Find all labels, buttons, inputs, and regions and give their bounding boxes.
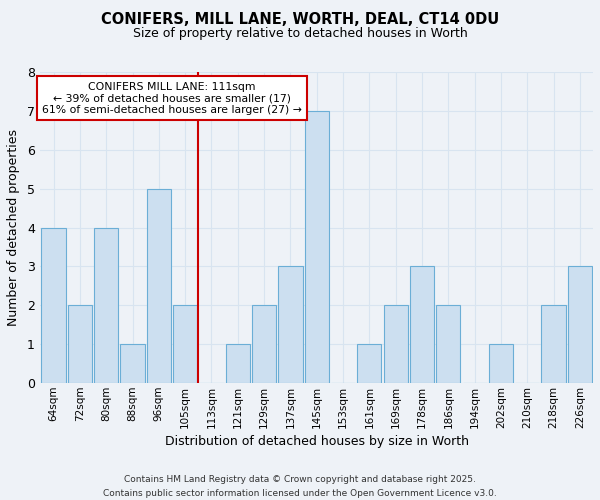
Y-axis label: Number of detached properties: Number of detached properties — [7, 129, 20, 326]
Bar — [94, 228, 118, 383]
Text: CONIFERS MILL LANE: 111sqm
← 39% of detached houses are smaller (17)
61% of semi: CONIFERS MILL LANE: 111sqm ← 39% of deta… — [42, 82, 302, 115]
Bar — [226, 344, 250, 383]
Bar — [68, 306, 92, 383]
Bar — [568, 266, 592, 383]
Bar — [147, 188, 171, 383]
Text: CONIFERS, MILL LANE, WORTH, DEAL, CT14 0DU: CONIFERS, MILL LANE, WORTH, DEAL, CT14 0… — [101, 12, 499, 28]
Bar — [436, 306, 460, 383]
Bar — [305, 111, 329, 383]
Bar — [357, 344, 382, 383]
Bar — [410, 266, 434, 383]
Bar — [41, 228, 66, 383]
Text: Size of property relative to detached houses in Worth: Size of property relative to detached ho… — [133, 28, 467, 40]
X-axis label: Distribution of detached houses by size in Worth: Distribution of detached houses by size … — [165, 435, 469, 448]
Bar — [121, 344, 145, 383]
Bar — [383, 306, 408, 383]
Text: Contains HM Land Registry data © Crown copyright and database right 2025.
Contai: Contains HM Land Registry data © Crown c… — [103, 476, 497, 498]
Bar — [489, 344, 513, 383]
Bar — [252, 306, 276, 383]
Bar — [278, 266, 302, 383]
Bar — [541, 306, 566, 383]
Bar — [173, 306, 197, 383]
